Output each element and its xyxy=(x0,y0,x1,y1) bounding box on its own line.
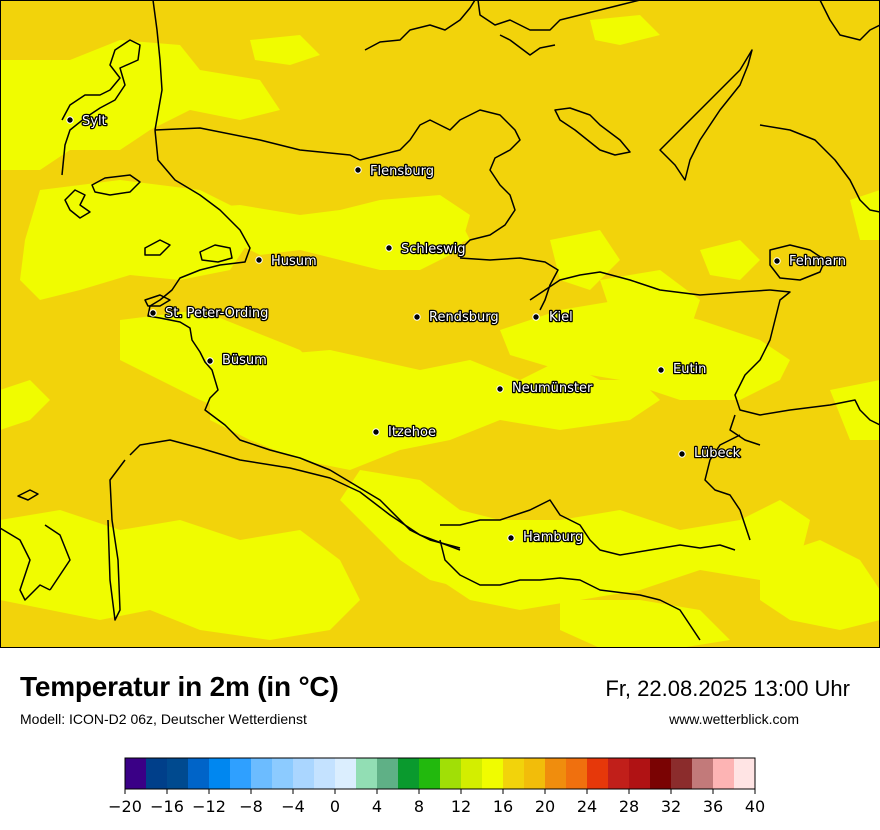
colorbar-tick-label: 12 xyxy=(451,797,471,816)
map-footer: Temperatur in 2m (in °C) Modell: ICON-D2… xyxy=(0,648,880,830)
colorbar-cell xyxy=(188,758,210,789)
colorbar-tick-label: 40 xyxy=(745,797,765,816)
city-rendsburg: Rendsburg xyxy=(413,309,500,326)
colorbar-tick-label: 36 xyxy=(703,797,723,816)
colorbar-cell xyxy=(587,758,609,789)
city-flensburg: Flensburg xyxy=(354,163,435,180)
city-neumuenster: Neumünster xyxy=(496,380,594,397)
colorbar-tick-label: 24 xyxy=(577,797,597,816)
colorbar-cell xyxy=(650,758,672,789)
city-kiel: Kiel xyxy=(532,309,574,326)
city-schleswig: Schleswig xyxy=(385,241,467,258)
temperature-map: Sylt Flensburg Schleswig Husum St. Peter… xyxy=(0,0,880,648)
city-label: Fehmarn xyxy=(789,254,846,269)
colorbar-cell xyxy=(272,758,294,789)
colorbar-cell xyxy=(398,758,420,789)
city-label: Lübeck xyxy=(694,446,741,461)
city-label: Flensburg xyxy=(370,164,434,179)
colorbar-cells xyxy=(125,758,756,789)
colorbar-tick-label: −8 xyxy=(239,797,263,816)
colorbar-cell xyxy=(734,758,756,789)
colorbar-cell xyxy=(419,758,441,789)
colorbar-frame xyxy=(124,757,756,790)
colorbar-cell xyxy=(440,758,462,789)
colorbar-ticks: −20 −16 −12 −8 −4 0 4 8 12 16 20 24 28 32 36 40 xyxy=(108,789,765,816)
city-label: Husum xyxy=(271,254,317,269)
colorbar-tick-label: 28 xyxy=(619,797,639,816)
city-fehmarn: Fehmarn xyxy=(773,253,847,270)
colorbar-cell xyxy=(482,758,504,789)
colorbar-cell xyxy=(608,758,630,789)
colorbar-cell xyxy=(503,758,525,789)
city-label: Hamburg xyxy=(523,530,583,545)
colorbar-cell xyxy=(293,758,315,789)
colorbar-cell xyxy=(209,758,231,789)
colorbar-cell xyxy=(230,758,252,789)
colorbar-tick-label: −16 xyxy=(150,797,184,816)
city-itzehoe: Itzehoe xyxy=(372,424,437,441)
colorbar-cell xyxy=(356,758,378,789)
colorbar-cell xyxy=(167,758,189,789)
colorbar-tick-label: 32 xyxy=(661,797,681,816)
colorbar-cell xyxy=(335,758,357,789)
city-label: Itzehoe xyxy=(388,425,436,440)
colorbar-cell xyxy=(713,758,735,789)
colorbar-tick-label: −4 xyxy=(281,797,305,816)
temperature-colorbar: −20 −16 −12 −8 −4 0 4 8 12 16 20 24 28 32 36 40 xyxy=(108,757,765,816)
colorbar-tick-label: 4 xyxy=(372,797,382,816)
colorbar-cell xyxy=(146,758,168,789)
colorbar-cell xyxy=(566,758,588,789)
city-sylt: Sylt xyxy=(66,113,108,130)
city-label: Sylt xyxy=(82,114,107,129)
colorbar-tick-label: 16 xyxy=(493,797,513,816)
city-st-peter-ording: St. Peter-Ording xyxy=(149,305,270,322)
map-title: Temperatur in 2m (in °C) xyxy=(20,671,339,702)
forecast-datetime: Fr, 22.08.2025 13:00 Uhr xyxy=(605,676,850,701)
city-luebeck: Lübeck xyxy=(678,445,742,462)
warm-patches xyxy=(0,15,880,648)
colorbar-cell xyxy=(125,758,147,789)
colorbar-cell xyxy=(377,758,399,789)
model-source: Modell: ICON-D2 06z, Deutscher Wetterdie… xyxy=(20,711,307,727)
colorbar-cell xyxy=(629,758,651,789)
city-eutin: Eutin xyxy=(657,361,708,378)
coastlines xyxy=(0,0,880,641)
colorbar-cell xyxy=(671,758,693,789)
city-label: Rendsburg xyxy=(429,310,499,325)
colorbar-tick-label: −12 xyxy=(192,797,226,816)
city-hamburg: Hamburg xyxy=(507,529,585,546)
colorbar-cell xyxy=(524,758,546,789)
colorbar-tick-label: −20 xyxy=(108,797,142,816)
city-label: Schleswig xyxy=(401,242,466,257)
city-buesum: Büsum xyxy=(206,352,268,369)
city-label: Büsum xyxy=(222,353,267,368)
colorbar-cell xyxy=(545,758,567,789)
colorbar-cell xyxy=(251,758,273,789)
colorbar-tick-label: 20 xyxy=(535,797,555,816)
city-husum: Husum xyxy=(255,253,318,270)
city-label: Eutin xyxy=(673,362,706,377)
city-label: Kiel xyxy=(549,310,573,325)
colorbar-tick-label: 8 xyxy=(414,797,424,816)
colorbar-cell xyxy=(461,758,483,789)
city-label: St. Peter-Ording xyxy=(165,306,268,321)
city-markers: Sylt Flensburg Schleswig Husum St. Peter… xyxy=(66,113,847,546)
colorbar-tick-label: 0 xyxy=(330,797,340,816)
city-label: Neumünster xyxy=(512,381,593,396)
colorbar-cell xyxy=(692,758,714,789)
website-link: www.wetterblick.com xyxy=(669,711,799,727)
colorbar-cell xyxy=(314,758,336,789)
